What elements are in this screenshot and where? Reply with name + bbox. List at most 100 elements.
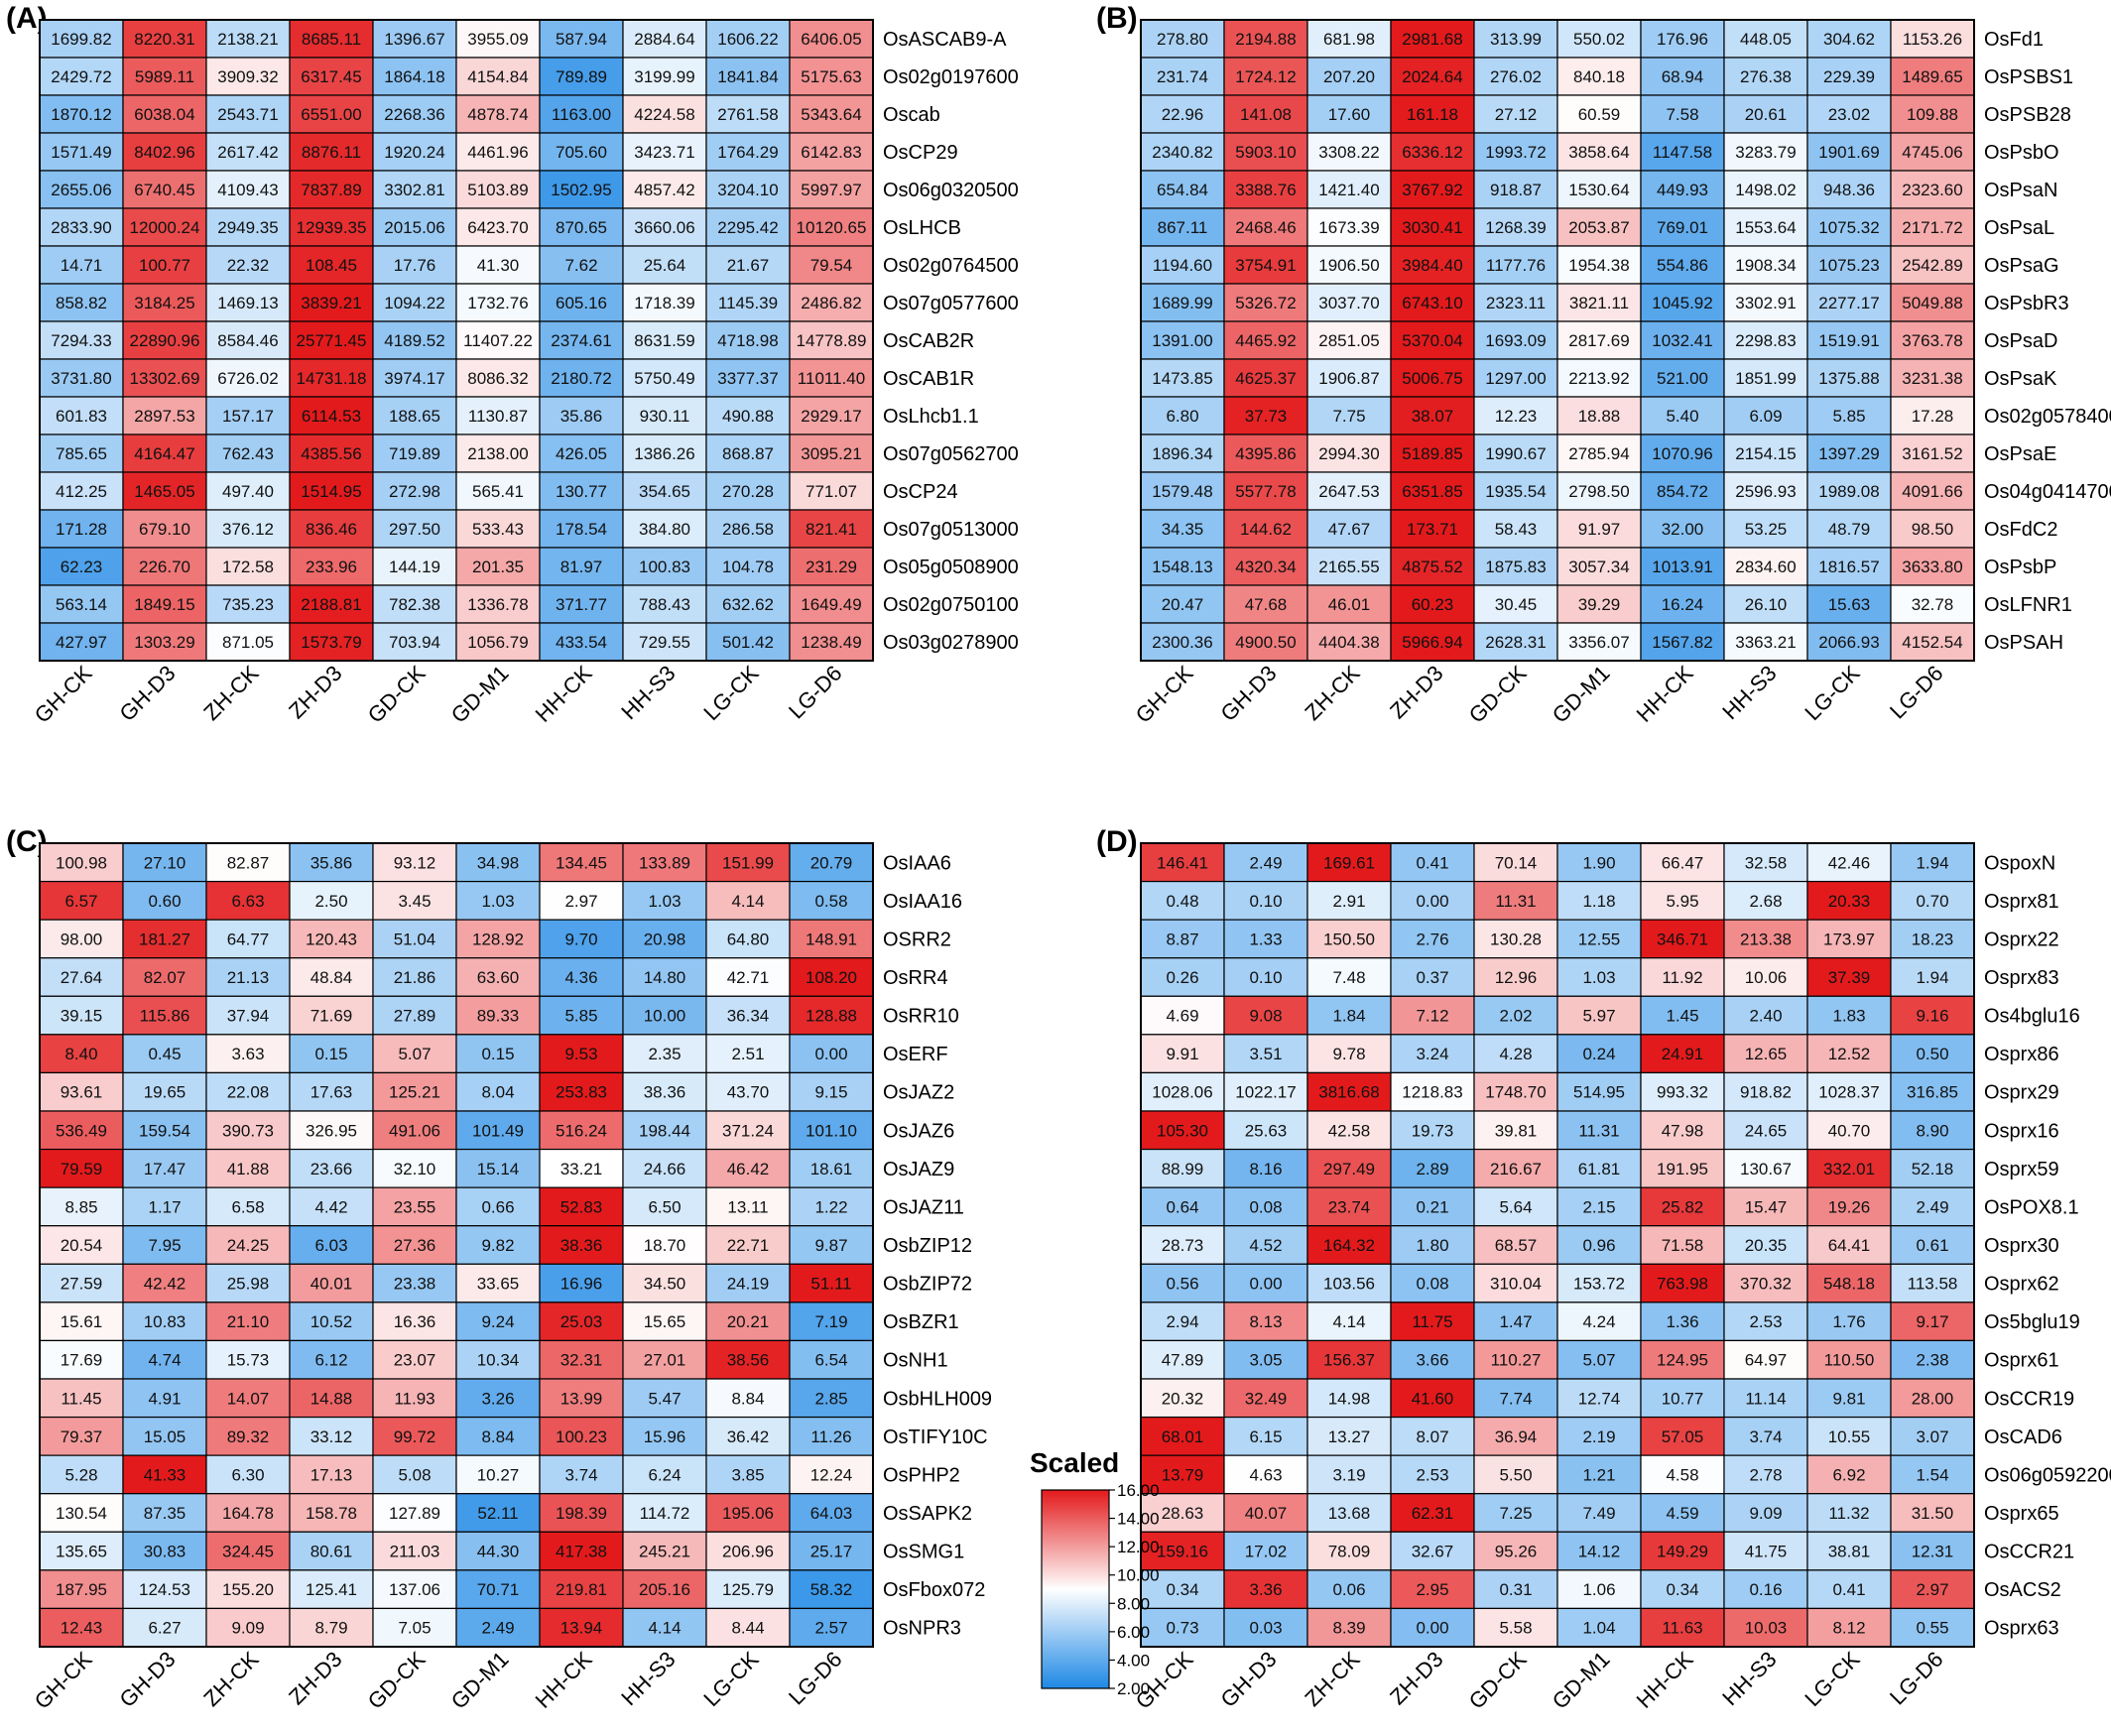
cell-value-label: 1901.69 xyxy=(1818,143,1879,162)
heatmap-cell xyxy=(122,207,207,247)
heatmap-cell xyxy=(1723,245,1808,285)
heatmap-cell xyxy=(1140,957,1225,997)
cell-value-label: 1519.91 xyxy=(1818,331,1879,350)
heatmap-cell xyxy=(1890,1416,1975,1456)
cell-value-label: 70.14 xyxy=(1495,853,1538,872)
row-label: OsFdC2 xyxy=(1984,519,2057,541)
heatmap-cell xyxy=(122,1569,207,1610)
heatmap-cell xyxy=(372,1110,457,1151)
cell-value-label: 5.95 xyxy=(1666,892,1698,911)
cell-value-label: 17.60 xyxy=(1328,105,1371,124)
heatmap-cell xyxy=(289,1148,374,1188)
cell-value-label: 2.53 xyxy=(1416,1465,1448,1484)
heatmap-cell xyxy=(1306,842,1392,883)
heatmap-cell xyxy=(372,842,457,883)
cell-value-label: 4465.92 xyxy=(1235,331,1296,350)
column-label: GD-M1 xyxy=(446,1647,514,1714)
heatmap-cell xyxy=(1890,132,1975,172)
cell-value-label: 11.14 xyxy=(1745,1389,1786,1408)
cell-value-label: 0.03 xyxy=(1249,1619,1282,1638)
cell-value-label: 3816.68 xyxy=(1318,1083,1379,1102)
legend-tick-label: 8.00 xyxy=(1117,1594,1150,1613)
cell-value-label: 33.65 xyxy=(477,1275,520,1294)
heatmap-cell xyxy=(455,358,541,398)
cell-value-label: 1816.57 xyxy=(1818,558,1879,576)
heatmap-cell xyxy=(789,1110,874,1151)
heatmap-cell xyxy=(705,94,791,134)
column-label: HH-CK xyxy=(1632,1647,1698,1713)
cell-value-label: 134.45 xyxy=(556,853,607,872)
cell-value-label: 6038.04 xyxy=(134,105,194,124)
cell-value-label: 32.00 xyxy=(1662,520,1704,539)
heatmap-cell xyxy=(455,1071,541,1112)
cell-value-label: 35.86 xyxy=(560,407,603,426)
cell-value-label: 64.41 xyxy=(1828,1236,1871,1255)
cell-value-label: 98.00 xyxy=(61,930,103,948)
row-label: OspoxN xyxy=(1984,852,2055,874)
cell-value-label: 173.71 xyxy=(1407,520,1458,539)
cell-value-label: 2.85 xyxy=(814,1389,847,1408)
row-label: Osprx29 xyxy=(1984,1082,2059,1104)
cell-value-label: 2543.71 xyxy=(217,105,278,124)
heatmap-cell xyxy=(789,1531,874,1571)
cell-value-label: 9.09 xyxy=(231,1619,264,1638)
cell-value-label: 3858.64 xyxy=(1568,143,1629,162)
cell-value-label: 1075.23 xyxy=(1818,256,1879,275)
cell-value-label: 38.36 xyxy=(644,1083,686,1102)
cell-value-label: 82.07 xyxy=(144,968,186,987)
heatmap-cell xyxy=(1640,471,1725,511)
row-label: OsPsbO xyxy=(1984,142,2059,164)
cell-value-label: 4857.42 xyxy=(634,181,694,199)
heatmap-cell xyxy=(1390,1339,1475,1380)
row-label: OsbZIP72 xyxy=(883,1274,972,1296)
heatmap-cell xyxy=(1306,547,1392,586)
cell-value-label: 5370.04 xyxy=(1402,331,1462,350)
cell-value-label: 33.21 xyxy=(560,1160,603,1178)
cell-value-label: 70.71 xyxy=(477,1580,520,1599)
cell-value-label: 681.98 xyxy=(1323,30,1375,49)
cell-value-label: 9.09 xyxy=(1749,1504,1782,1523)
cell-value-label: 5.58 xyxy=(1499,1619,1532,1638)
heatmap-cell xyxy=(1640,1110,1725,1151)
row-label: OsFbox072 xyxy=(883,1579,985,1601)
cell-value-label: 313.99 xyxy=(1490,30,1542,49)
cell-value-label: 1022.17 xyxy=(1235,1083,1296,1102)
cell-value-label: 25.82 xyxy=(1662,1197,1704,1216)
heatmap-cell xyxy=(705,1148,791,1188)
cell-value-label: 12.74 xyxy=(1578,1389,1621,1408)
cell-value-label: 48.84 xyxy=(310,968,353,987)
heatmap-cell xyxy=(1806,320,1892,360)
cell-value-label: 11.92 xyxy=(1662,968,1702,987)
heatmap-cell xyxy=(205,19,291,59)
cell-value-label: 10.83 xyxy=(144,1312,186,1331)
cell-value-label: 286.58 xyxy=(722,520,774,539)
heatmap-cell xyxy=(1640,207,1725,247)
cell-value-label: 3363.21 xyxy=(1735,633,1796,652)
heatmap-cell xyxy=(1640,1225,1725,1265)
cell-value-label: 7.58 xyxy=(1666,105,1698,124)
cell-value-label: 2.19 xyxy=(1582,1427,1615,1446)
cell-value-label: 4.14 xyxy=(731,892,764,911)
cell-value-label: 24.19 xyxy=(727,1275,770,1294)
heatmap-cell xyxy=(1640,584,1725,624)
cell-value-label: 125.79 xyxy=(722,1580,774,1599)
heatmap-border xyxy=(39,19,874,662)
cell-value-label: 1.06 xyxy=(1582,1580,1615,1599)
heatmap-cell xyxy=(1556,283,1642,322)
heatmap-cell xyxy=(455,1416,541,1456)
legend-tick-label: 16.00 xyxy=(1117,1481,1160,1500)
heatmap-cell xyxy=(1556,1263,1642,1303)
cell-value-label: 1013.91 xyxy=(1652,558,1712,576)
cell-value-label: 5.07 xyxy=(398,1045,431,1063)
column-label: LG-CK xyxy=(1800,1647,1864,1711)
panel-label: (D) xyxy=(1096,825,1138,858)
heatmap-cell xyxy=(1223,919,1308,959)
cell-value-label: 270.28 xyxy=(722,482,774,501)
heatmap-cell xyxy=(205,1607,291,1648)
cell-value-label: 4.14 xyxy=(1332,1312,1365,1331)
row-label: OsPOX8.1 xyxy=(1984,1196,2079,1218)
cell-value-label: 157.17 xyxy=(222,407,274,426)
column-label: ZH-CK xyxy=(198,661,263,725)
heatmap-cell xyxy=(1890,1378,1975,1419)
cell-value-label: 276.02 xyxy=(1490,67,1542,86)
